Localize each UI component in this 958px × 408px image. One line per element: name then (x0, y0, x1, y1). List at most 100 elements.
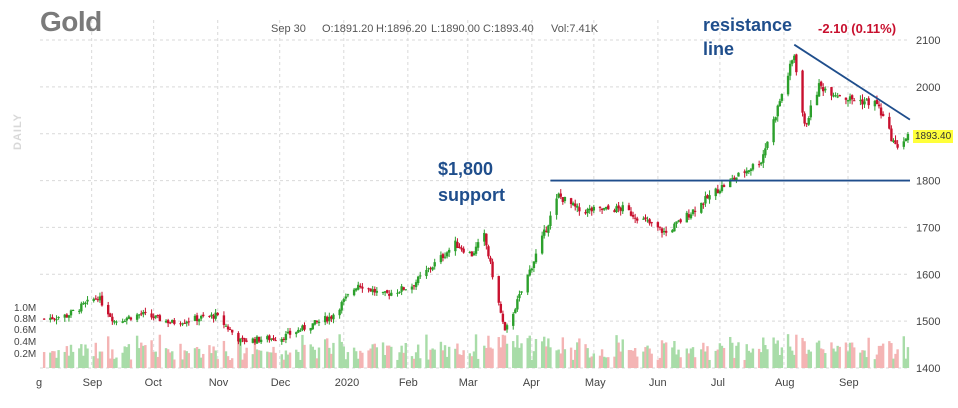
volume-bar (497, 337, 500, 368)
volume-bar (890, 343, 893, 368)
candle-body (877, 104, 881, 107)
candle-body (547, 225, 550, 233)
volume-bar (774, 343, 777, 368)
volume-bar (100, 351, 104, 368)
volume-bar (458, 354, 461, 368)
volume-bar (743, 359, 746, 368)
volume-bar (410, 356, 414, 368)
volume-bar (501, 334, 505, 368)
volume-bar (673, 341, 676, 368)
candle-body (214, 312, 217, 319)
volume-bar (144, 345, 147, 368)
volume-bar (809, 351, 813, 368)
volume-bar (402, 352, 405, 368)
volume-bar (644, 347, 647, 368)
volume-bar (330, 353, 333, 368)
volume-bar (588, 357, 591, 368)
y-tick-label: 1600 (916, 269, 940, 281)
candle-body (429, 268, 432, 270)
volume-bar (113, 358, 116, 368)
volume-bar (447, 346, 451, 368)
volume-bar (822, 349, 825, 368)
candle-body (181, 323, 184, 325)
volume-bar (197, 348, 201, 368)
candle-body (751, 164, 755, 170)
volume-bar (559, 353, 562, 368)
volume-bar (650, 353, 653, 368)
x-tick-label: Jul (711, 377, 725, 389)
volume-bar (656, 359, 660, 368)
volume-bar (629, 350, 633, 368)
candle-body (549, 215, 552, 226)
volume-tick-label: 0.4M (14, 337, 36, 348)
volume-bar (270, 352, 273, 368)
volume-bar (65, 346, 69, 368)
volume-bar (427, 359, 430, 368)
candle-body (106, 304, 110, 315)
candle-body (586, 208, 589, 214)
candle-body (245, 340, 248, 342)
volume-bar (613, 356, 616, 368)
candle-body (63, 314, 66, 318)
candle-body (257, 337, 261, 342)
candle-body (443, 256, 447, 258)
candle-body (439, 255, 443, 263)
volume-bar (598, 355, 602, 368)
volume-bar (346, 352, 350, 368)
candle-body (125, 318, 128, 321)
candle-body (859, 100, 862, 102)
volume-bar (164, 348, 168, 368)
axes: 2100 2000 1800 1700 1600 1500 1400 g Sep Oct Nov De… (14, 35, 940, 389)
candle-body (786, 75, 790, 95)
volume-bar (216, 359, 219, 368)
trend-lines (550, 43, 911, 182)
volume-bar (158, 334, 162, 368)
candle-body (346, 294, 350, 296)
candle-body (532, 261, 536, 268)
candle-body (282, 338, 286, 340)
candle-body (764, 148, 767, 156)
candle-body (208, 315, 211, 317)
volume-bar (627, 350, 631, 368)
candle-body (879, 107, 883, 116)
candle-body (404, 289, 407, 291)
candle-body (516, 299, 519, 310)
candle-body (113, 321, 116, 323)
candle-body (731, 178, 734, 180)
candle-body (297, 329, 300, 333)
volume-bar (824, 353, 827, 368)
volume-bar (98, 351, 102, 368)
volume-bar (367, 350, 370, 368)
candle-body (850, 95, 854, 100)
volume-bar (425, 334, 428, 368)
volume-bar (526, 338, 529, 368)
volume-bar (443, 345, 447, 368)
volume-bar (142, 345, 145, 368)
volume-bar (404, 342, 407, 368)
volume-bar (69, 344, 73, 368)
candle-body (658, 226, 662, 228)
candle-body (662, 231, 666, 233)
volume-bar (106, 336, 110, 368)
volume-bar (819, 348, 823, 368)
candle-body (844, 97, 848, 100)
candle-body (592, 206, 596, 211)
volume-bar (226, 356, 230, 368)
candle-body (685, 212, 689, 223)
candle-body (671, 230, 674, 233)
candle-body (135, 314, 139, 320)
volume-bar (166, 349, 170, 368)
volume-bar (514, 347, 517, 368)
candle-body (693, 210, 697, 212)
candle-body (605, 206, 608, 209)
grid-layer (40, 20, 910, 369)
candle-body (115, 321, 118, 323)
volume-bar (788, 346, 792, 368)
volume-bar (274, 352, 277, 368)
candle-body (400, 286, 403, 292)
resistance-annotation-line1: resistance (703, 15, 793, 35)
candle-body (824, 88, 827, 91)
volume-bar (303, 344, 306, 368)
volume-bar (332, 342, 335, 368)
volume-bar (815, 342, 819, 368)
